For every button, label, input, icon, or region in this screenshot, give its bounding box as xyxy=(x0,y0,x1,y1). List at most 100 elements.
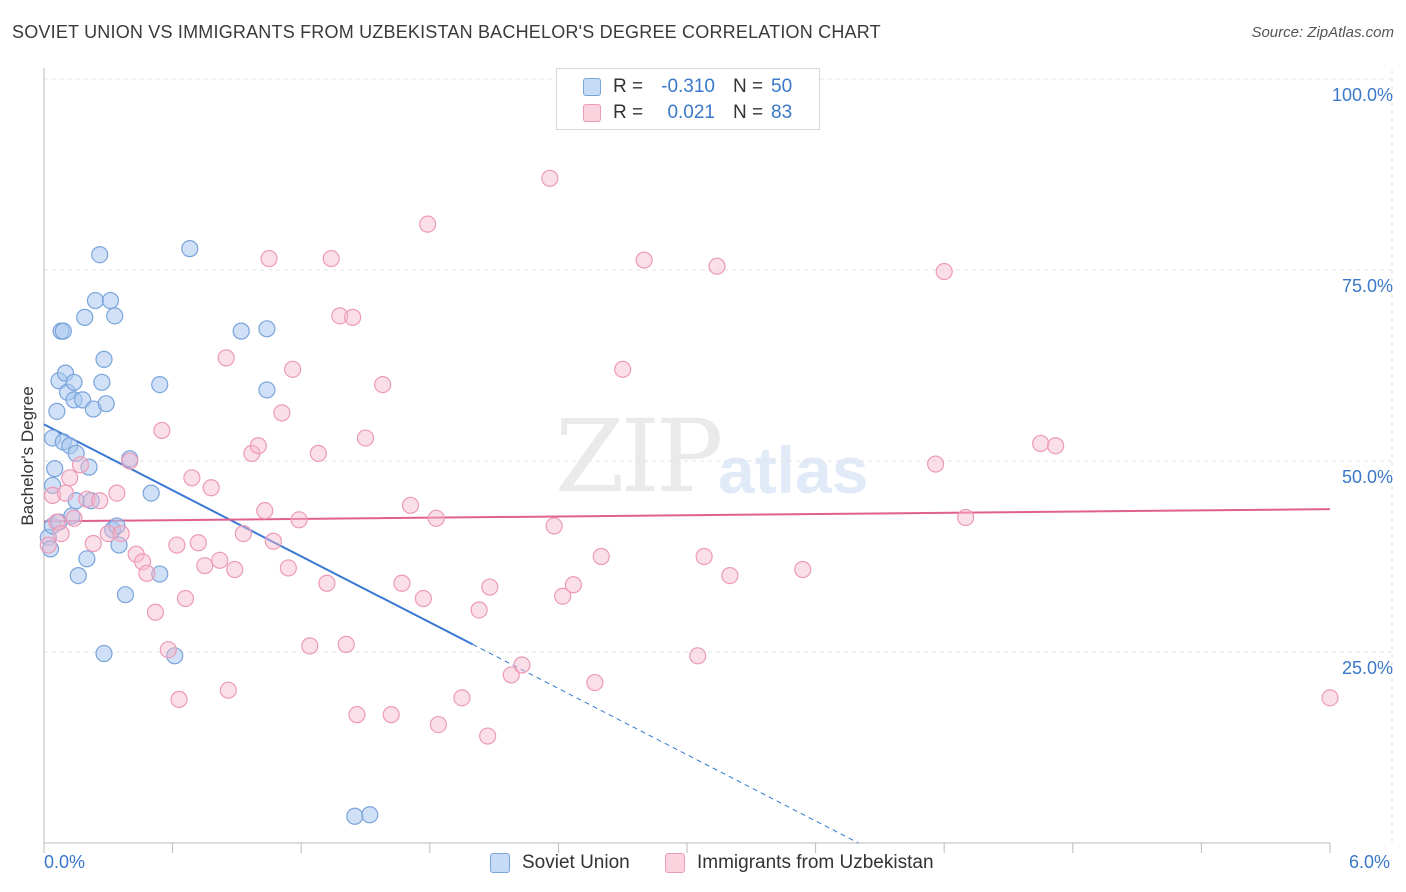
uzbekistan-point xyxy=(414,589,432,608)
uzbekistan-legend-swatch xyxy=(665,853,685,873)
uzbekistan-point xyxy=(554,587,572,605)
uzbekistan-point xyxy=(78,490,96,508)
uzbekistan-point xyxy=(356,429,375,447)
uzbekistan-point xyxy=(176,589,195,608)
x-tick-label-max: 6.0% xyxy=(1349,852,1391,872)
uzbekistan-point xyxy=(614,360,632,378)
uzbekistan-point xyxy=(401,496,420,514)
uzbekistan-point xyxy=(337,635,355,653)
uzbekistan-point xyxy=(279,559,297,577)
r-value: 0.021 xyxy=(667,102,715,123)
uzbekistan-point xyxy=(91,492,109,510)
y-tick-label: 75.0% xyxy=(1341,276,1393,296)
uzbekistan-point xyxy=(52,524,70,543)
uzbekistan-point xyxy=(318,574,336,592)
uzbekistan-point xyxy=(39,536,57,554)
uzbekistan-point xyxy=(112,524,130,543)
uzbekistan-point xyxy=(935,262,953,281)
uzbekistan-point xyxy=(481,578,499,596)
uzbekistan-point xyxy=(84,534,102,553)
uzbekistan-point xyxy=(592,547,610,566)
uzbekistan-point xyxy=(1032,434,1050,453)
legend-item-soviet-union[interactable]: Soviet Union xyxy=(490,852,630,874)
uzbekistan-point xyxy=(226,560,244,579)
uzbekistan-point xyxy=(586,673,604,692)
uzbekistan-point xyxy=(146,603,165,621)
r-label: R = xyxy=(613,76,644,97)
uzbekistan-point xyxy=(256,502,274,520)
soviet-union-point xyxy=(106,307,124,325)
r-value: -0.310 xyxy=(661,76,715,97)
uzbekistan-point xyxy=(108,484,126,502)
uzbekistan-point xyxy=(153,421,171,440)
uzbekistan-point xyxy=(1321,689,1339,707)
soviet-union-point xyxy=(151,565,169,583)
x-tick-label-min: 0.0% xyxy=(44,852,86,872)
soviet-union-point xyxy=(151,376,169,394)
soviet-union-point xyxy=(43,476,62,495)
uzbekistan-point xyxy=(170,690,188,708)
uzbekistan-point xyxy=(273,404,291,422)
uzbekistan-point xyxy=(219,681,237,699)
soviet-union-point xyxy=(142,484,160,502)
uzbekistan-point xyxy=(234,524,252,543)
soviet-union-point xyxy=(97,395,115,413)
uzbekistan-point xyxy=(217,349,235,367)
soviet-union-point xyxy=(69,566,87,585)
legend-item-uzbekistan[interactable]: Immigrants from Uzbekistan xyxy=(665,852,934,874)
n-value: 50 xyxy=(771,76,793,97)
uzbekistan-point xyxy=(344,308,362,326)
soviet-union-point xyxy=(46,460,64,478)
data-points xyxy=(39,169,1339,825)
uzbekistan-point xyxy=(427,509,445,527)
uzbekistan-swatch xyxy=(583,104,601,122)
uzbekistan-point xyxy=(695,547,713,566)
uzbekistan-point xyxy=(470,601,488,619)
soviet-union-swatch xyxy=(583,78,601,96)
uzbekistan-point xyxy=(419,215,437,233)
soviet-union-point xyxy=(93,373,111,391)
r-label: R = xyxy=(613,102,644,123)
uzbekistan-point xyxy=(541,169,559,187)
uzbekistan-point xyxy=(264,532,282,550)
soviet-union-legend-swatch xyxy=(490,853,510,873)
uzbekistan-point xyxy=(393,574,411,592)
uzbekistan-point xyxy=(564,576,583,594)
uzbekistan-point xyxy=(794,560,812,579)
uzbekistan-point xyxy=(331,307,349,325)
soviet-union-trend-extension xyxy=(472,643,859,844)
uzbekistan-point xyxy=(635,251,653,269)
uzbekistan-point xyxy=(374,376,392,394)
soviet-union-point xyxy=(78,550,96,568)
n-label: N = xyxy=(733,102,764,123)
watermark-atlas: atlas xyxy=(718,433,869,507)
soviet-union-point xyxy=(54,322,72,340)
soviet-union-point xyxy=(258,381,276,399)
source-credit: Source: ZipAtlas.com xyxy=(1251,24,1394,41)
soviet-union-point xyxy=(95,350,113,368)
soviet-union-point xyxy=(258,320,276,338)
uzbekistan-point xyxy=(65,509,83,527)
uzbekistan-point xyxy=(159,641,177,659)
uzbekistan-point xyxy=(99,524,117,543)
uzbekistan-point xyxy=(211,551,229,569)
uzbekistan-point xyxy=(708,257,726,275)
uzbekistan-point xyxy=(382,706,400,724)
uzbekistan-point xyxy=(453,689,471,707)
uzbekistan-point xyxy=(721,566,739,585)
soviet-union-point xyxy=(91,246,109,264)
stats-legend: R = -0.310 N = 50 R = 0.021 N = 83 xyxy=(556,68,820,130)
trend-lines xyxy=(43,423,1331,844)
uzbekistan-point xyxy=(43,486,62,504)
uzbekistan-point xyxy=(957,508,975,527)
uzbekistan-point xyxy=(301,637,319,655)
stats-row-soviet-union: R = -0.310 N = 50 xyxy=(583,74,792,100)
watermark-zip: ZIP xyxy=(555,398,723,515)
soviet-union-point xyxy=(101,291,120,310)
soviet-union-point xyxy=(48,402,66,420)
uzbekistan-point xyxy=(927,455,945,473)
y-tick-label: 25.0% xyxy=(1341,658,1393,678)
n-value: 83 xyxy=(771,102,793,123)
soviet-union-trend-line xyxy=(43,423,474,646)
